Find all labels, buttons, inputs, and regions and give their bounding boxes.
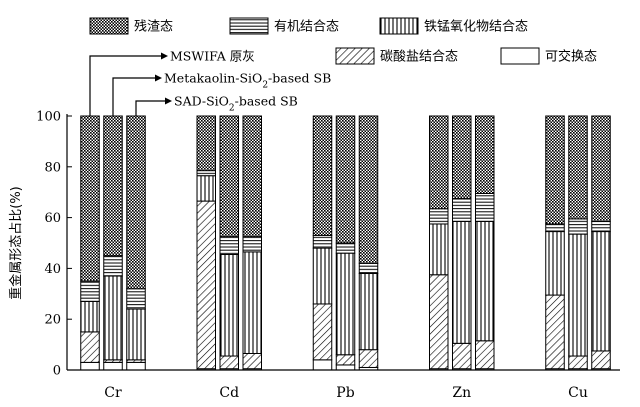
- legend-label-1: 有机结合态: [274, 20, 339, 35]
- y-tick-label-60: 60: [44, 211, 61, 226]
- x-tick-label-Cr: Cr: [104, 385, 122, 401]
- bar-Pb-0-1: [312, 303, 333, 361]
- legend-label-3: 碳酸盐结合态: [380, 50, 458, 65]
- bar-Pb-2-4: [358, 115, 379, 264]
- bar-Cd-1-2: [219, 253, 239, 357]
- annotation-label-0: MSWIFA 原灰: [170, 49, 255, 64]
- bar-Cr-0-4: [80, 115, 100, 282]
- bar-Zn-0-4: [429, 115, 449, 210]
- bar-Pb-0-0: [312, 359, 333, 371]
- bar-Cu-1-3: [568, 218, 588, 235]
- bar-Cu-2-4: [591, 115, 611, 222]
- bar-Pb-1-1: [335, 354, 356, 366]
- bar-Cd-0-2: [196, 175, 216, 202]
- legend-swatch-4: [500, 47, 540, 65]
- annotation-label-1: Metakaolin-SiO2-based SB: [164, 71, 331, 91]
- annotation-arrow-0: [161, 52, 168, 60]
- legend-label-2: 铁锰氧化物结合态: [424, 20, 528, 35]
- y-tick-label-20: 20: [44, 313, 61, 328]
- legend-swatch-2: [379, 17, 419, 35]
- annotation-label-2: SAD-SiO2-based SB: [174, 94, 298, 114]
- bar-Cr-1-0: [103, 361, 123, 371]
- bar-Cr-0-0: [80, 361, 100, 371]
- bar-Zn-0-1: [429, 274, 449, 370]
- bar-Cu-0-1: [545, 294, 565, 370]
- x-tick-label-Cu: Cu: [568, 385, 588, 401]
- y-tick-label-100: 100: [36, 110, 61, 125]
- bar-Pb-0-4: [312, 115, 333, 236]
- bar-Cd-2-2: [242, 251, 262, 354]
- bar-Zn-2-2: [475, 220, 495, 342]
- legend-swatch-3: [335, 47, 375, 65]
- bar-Pb-0-3: [312, 234, 333, 249]
- bar-Pb-1-4: [335, 115, 356, 244]
- bar-Cu-2-1: [591, 350, 611, 370]
- bar-Pb-1-2: [335, 252, 356, 356]
- bar-Cu-0-4: [545, 115, 565, 225]
- bar-Cd-2-4: [242, 115, 262, 238]
- annotation-line-1: [112, 77, 158, 116]
- y-tick-label-80: 80: [44, 160, 61, 175]
- bar-Cr-2-4: [126, 115, 146, 290]
- bar-Cr-0-1: [80, 331, 100, 363]
- bar-Cd-2-1: [242, 352, 262, 370]
- annotation-line-0: [89, 55, 164, 116]
- annotation-arrow-2: [165, 97, 172, 105]
- legend-label-0: 残渣态: [134, 20, 173, 35]
- bar-Cd-0-4: [196, 115, 216, 172]
- annotation-arrow-1: [155, 74, 162, 82]
- bar-Zn-2-1: [475, 340, 495, 370]
- bar-Cd-1-4: [219, 115, 239, 238]
- annotation-line-2: [135, 100, 168, 116]
- bar-Cr-2-3: [126, 288, 146, 310]
- bar-Cr-1-2: [103, 275, 123, 361]
- bar-Cr-1-4: [103, 115, 123, 257]
- bar-Zn-2-3: [475, 192, 495, 222]
- bar-Cr-0-2: [80, 300, 100, 333]
- bar-Cu-0-3: [545, 223, 565, 233]
- y-tick-label-40: 40: [44, 262, 61, 277]
- y-tick-label-0: 0: [53, 364, 61, 379]
- bar-Pb-0-2: [312, 247, 333, 305]
- bar-Cd-1-3: [219, 236, 239, 255]
- legend-label-4: 可交换态: [545, 49, 597, 65]
- bar-Pb-1-0: [335, 364, 356, 371]
- bar-Cu-2-3: [591, 220, 611, 233]
- bar-Zn-1-2: [452, 220, 472, 344]
- bar-Pb-2-2: [358, 272, 379, 351]
- legend-swatch-0: [89, 17, 129, 35]
- bar-Zn-1-4: [452, 115, 472, 200]
- bar-Cd-0-3: [196, 170, 216, 177]
- bar-Cu-1-1: [568, 355, 588, 370]
- bar-Pb-2-1: [358, 349, 379, 368]
- y-axis-label: 重金属形态占比(%): [8, 186, 24, 300]
- bar-Cd-2-3: [242, 236, 262, 253]
- bar-Cu-0-2: [545, 231, 565, 296]
- x-tick-label-Pb: Pb: [336, 385, 354, 401]
- bar-Zn-0-2: [429, 223, 449, 276]
- bar-Pb-1-3: [335, 242, 356, 254]
- bar-Cr-2-0: [126, 361, 146, 371]
- bar-Zn-2-4: [475, 115, 495, 194]
- bar-Cd-0-1: [196, 200, 216, 370]
- bar-Zn-1-3: [452, 198, 472, 222]
- bar-Cr-2-2: [126, 308, 146, 361]
- bar-Cu-2-2: [591, 231, 611, 352]
- bar-Cr-1-3: [103, 255, 123, 277]
- x-tick-label-Zn: Zn: [452, 385, 471, 401]
- legend-swatch-1: [229, 17, 269, 35]
- bar-Zn-0-3: [429, 208, 449, 225]
- bar-Pb-2-3: [358, 262, 379, 274]
- bar-Cu-1-2: [568, 233, 588, 357]
- bar-Cd-1-1: [219, 355, 239, 370]
- bar-Cu-1-4: [568, 115, 588, 220]
- bar-Cr-0-3: [80, 280, 100, 302]
- x-tick-label-Cd: Cd: [219, 385, 239, 401]
- bar-Zn-1-1: [452, 342, 472, 370]
